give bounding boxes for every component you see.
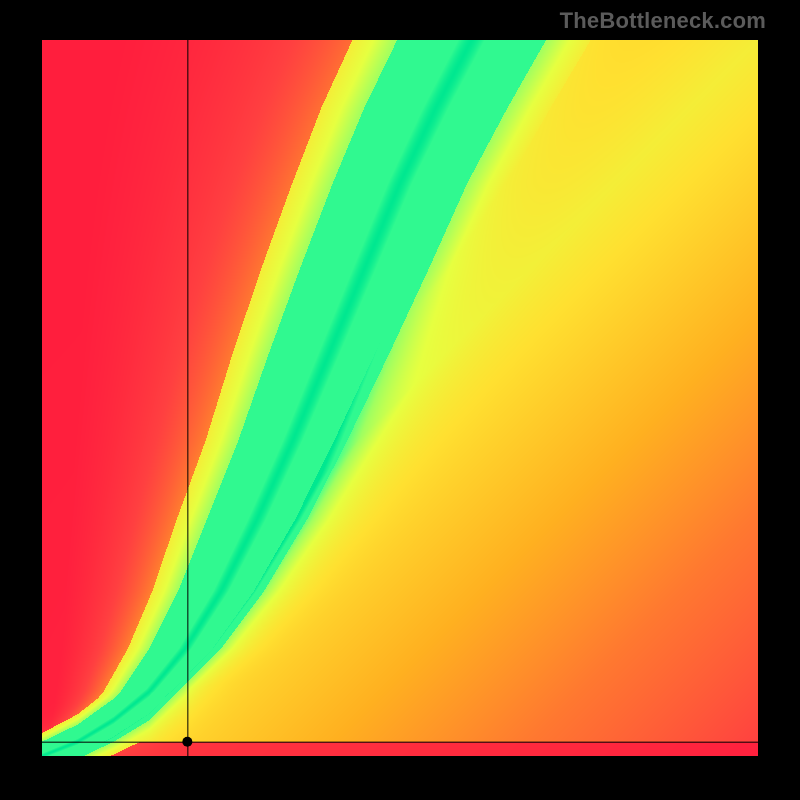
attribution-label: TheBottleneck.com	[560, 8, 766, 34]
bottleneck-heatmap	[42, 40, 758, 756]
plot-frame	[42, 40, 758, 756]
figure-root: TheBottleneck.com	[0, 0, 800, 800]
